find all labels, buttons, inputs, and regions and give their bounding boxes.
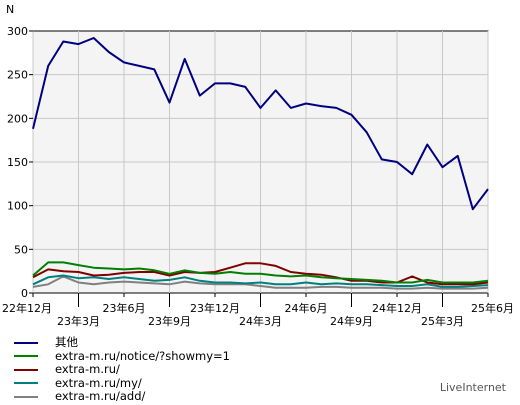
legend-label-2: extra-m.ru/ bbox=[55, 362, 120, 376]
x-tick-label-4: 23年12月 bbox=[190, 301, 240, 315]
legend-item-2: extra-m.ru/ bbox=[14, 362, 230, 377]
legend-swatch-0 bbox=[14, 341, 38, 344]
series-line-2 bbox=[32, 262, 489, 286]
legend-item-4: extra-m.ru/add/ bbox=[14, 389, 230, 404]
series-line-1 bbox=[32, 261, 489, 284]
legend-item-0: 其他 bbox=[14, 335, 230, 350]
legend-swatch-3 bbox=[14, 382, 38, 385]
line-chart: 0 50 100 150 200 250 300 22年12月 23年3月23年6月23年9月… bbox=[2, 3, 514, 328]
legend-swatch-1 bbox=[14, 355, 38, 358]
x-tick-label-6: 24年6月 bbox=[285, 301, 328, 315]
x-tick-label-7: 24年9月 bbox=[330, 314, 373, 328]
series-line-0 bbox=[32, 37, 489, 211]
legend-swatch-4 bbox=[14, 395, 38, 398]
legend-swatch-2 bbox=[14, 368, 38, 371]
y-tick-label-0: 0 bbox=[21, 287, 28, 300]
brand-label: LiveInternet bbox=[439, 381, 506, 394]
x-tick-label-2: 23年6月 bbox=[103, 301, 146, 315]
x-tick-label-9: 25年3月 bbox=[421, 314, 464, 328]
legend-label-0: 其他 bbox=[55, 335, 78, 349]
legend-item-3: extra-m.ru/my/ bbox=[14, 375, 230, 391]
x-axis: 22年12月23年3月23年6月23年9月23年12月24年3月24年6月24年… bbox=[2, 293, 514, 328]
y-tick-label-1: 50 bbox=[14, 243, 28, 256]
series-line-3 bbox=[32, 274, 489, 288]
y-tick-label-5: 250 bbox=[7, 69, 28, 82]
x-tick-label-5: 24年3月 bbox=[239, 314, 282, 328]
series-line-4 bbox=[32, 275, 489, 290]
y-tick-label-4: 200 bbox=[7, 112, 28, 125]
y-tick-label-6: 300 bbox=[7, 25, 28, 38]
x-tick-label-10: 25年6月 bbox=[471, 301, 514, 315]
y-axis: 0 50 100 150 200 250 300 bbox=[7, 25, 33, 300]
y-tick-label-2: 100 bbox=[7, 200, 28, 213]
legend-label-4: extra-m.ru/add/ bbox=[55, 389, 146, 403]
y-axis-label: N bbox=[6, 3, 14, 16]
x-tick-label-8: 24年12月 bbox=[372, 301, 422, 315]
x-tick-label-0: 22年12月 bbox=[2, 301, 52, 315]
legend-label-1: extra-m.ru/notice/?showmy=1 bbox=[55, 348, 230, 363]
legend-label-3: extra-m.ru/my/ bbox=[55, 375, 142, 390]
y-tick-label-3: 150 bbox=[7, 156, 28, 169]
legend: 其他 extra-m.ru/notice/?showmy=1 extra-m.r… bbox=[14, 335, 230, 404]
x-tick-label-1: 23年3月 bbox=[57, 314, 100, 328]
x-tick-label-3: 23年9月 bbox=[148, 314, 191, 328]
legend-item-1: extra-m.ru/notice/?showmy=1 bbox=[14, 348, 230, 364]
series-layer bbox=[32, 37, 489, 290]
